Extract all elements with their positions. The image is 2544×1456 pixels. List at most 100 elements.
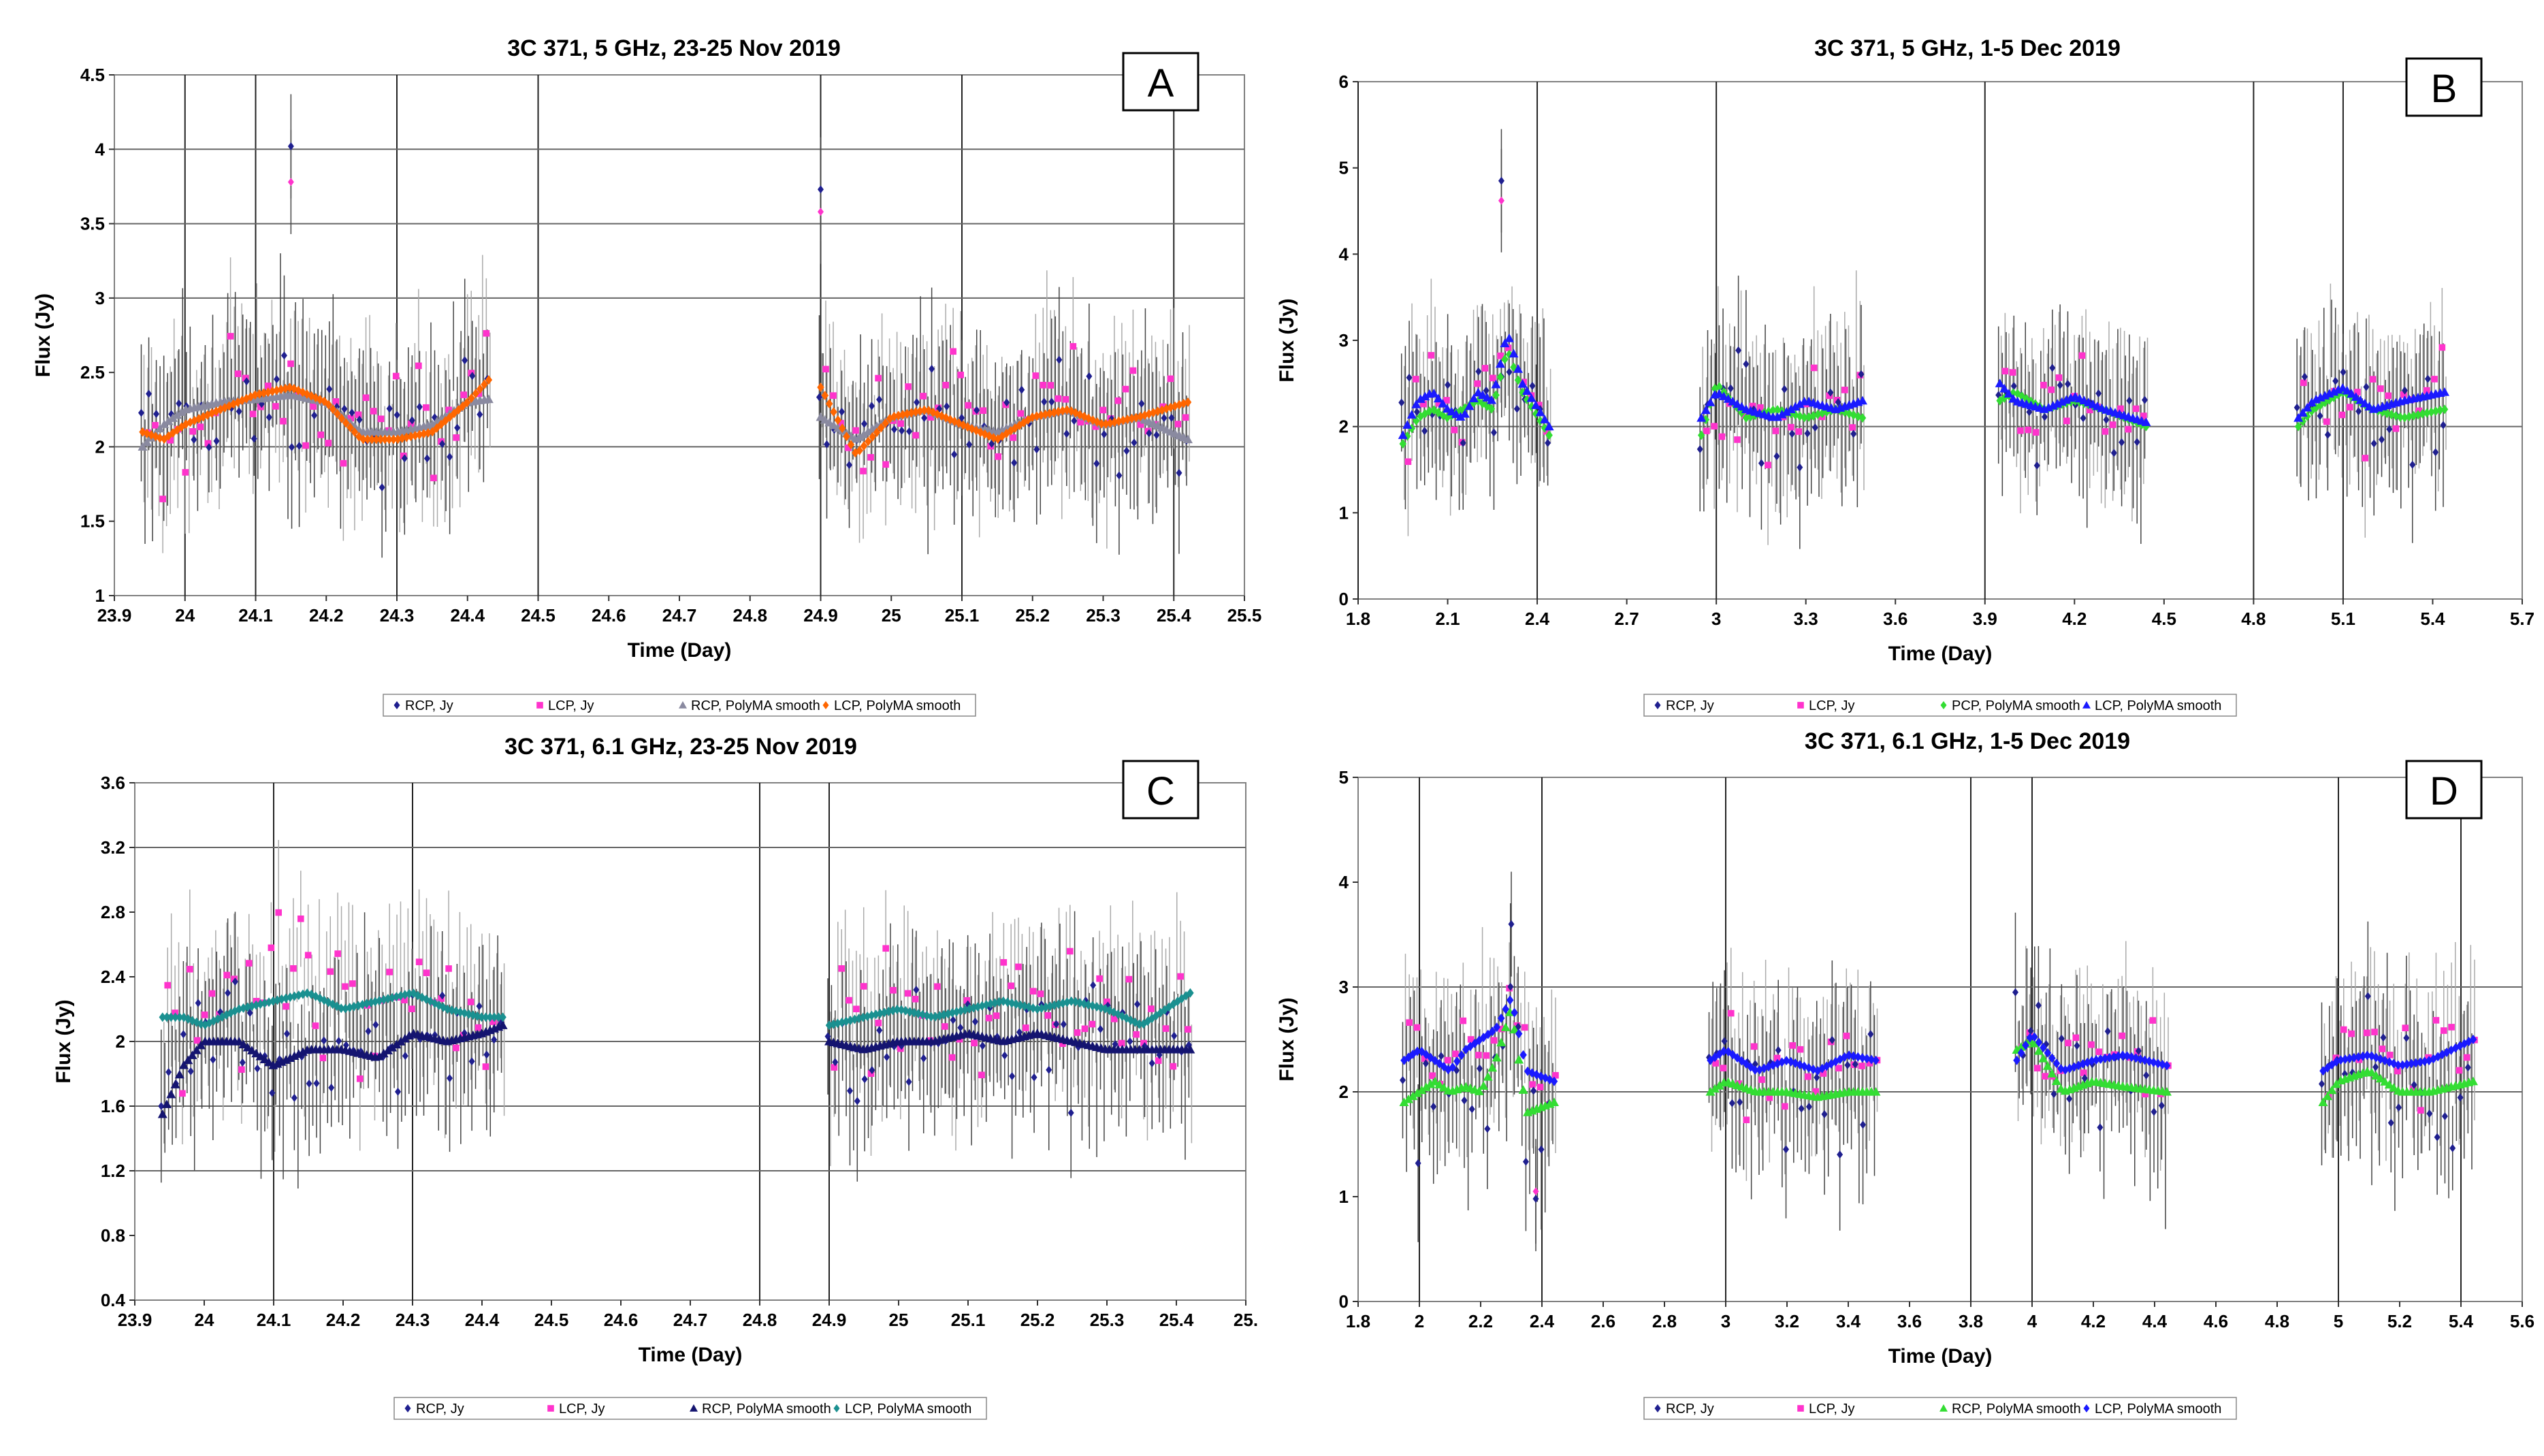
data-point bbox=[469, 372, 476, 381]
data-point bbox=[1765, 462, 1771, 468]
data-point bbox=[973, 406, 980, 415]
data-point bbox=[2049, 363, 2056, 372]
data-point bbox=[1155, 1057, 1162, 1064]
legend: RCP, Jy LCP, Jy RCP, PolyMA smooth LCP, Pol… bbox=[1643, 1397, 2237, 1420]
data-point bbox=[1123, 447, 1130, 455]
smooth-point bbox=[2398, 1060, 2406, 1070]
data-point bbox=[1483, 386, 1490, 395]
smooth-point bbox=[1511, 1007, 1518, 1018]
smooth-point bbox=[277, 385, 285, 395]
smooth-point bbox=[865, 436, 872, 447]
smooth-point bbox=[1517, 378, 1528, 388]
data-point bbox=[325, 440, 332, 447]
smooth-point bbox=[1399, 1097, 1409, 1106]
data-point bbox=[1428, 352, 1435, 359]
data-point bbox=[179, 1090, 186, 1097]
y-tick-label: 0 bbox=[1339, 1291, 1349, 1312]
data-point bbox=[386, 969, 393, 975]
data-point bbox=[1552, 1071, 1559, 1079]
smooth-point bbox=[1502, 1004, 1509, 1014]
data-point bbox=[2426, 1110, 2433, 1118]
smooth-point bbox=[2394, 1060, 2402, 1070]
data-point bbox=[1176, 468, 1182, 477]
smooth-point bbox=[2127, 1052, 2136, 1062]
smooth-point bbox=[2441, 404, 2449, 415]
smooth-point bbox=[2052, 1058, 2061, 1069]
x-tick-label: 4.6 bbox=[2204, 1311, 2228, 1331]
data-point bbox=[971, 1039, 978, 1047]
smooth-point bbox=[2040, 1042, 2047, 1052]
smooth-point bbox=[1449, 1062, 1457, 1072]
data-point bbox=[1017, 410, 1025, 417]
data-point bbox=[2050, 1090, 2057, 1099]
data-point bbox=[265, 383, 272, 389]
data-point bbox=[423, 454, 430, 463]
data-point bbox=[1844, 1061, 1851, 1069]
smooth-point bbox=[856, 445, 863, 455]
smooth-point bbox=[1500, 338, 1510, 348]
data-point bbox=[2119, 438, 2125, 447]
smooth-point bbox=[1421, 1082, 1431, 1091]
data-point bbox=[176, 399, 182, 408]
smooth-point bbox=[1509, 1024, 1519, 1034]
data-point bbox=[189, 428, 197, 435]
smooth-point bbox=[2375, 1073, 2385, 1083]
data-point bbox=[2348, 1030, 2355, 1037]
smooth-point bbox=[1532, 408, 1540, 419]
data-point bbox=[950, 1016, 956, 1024]
data-point bbox=[2340, 1026, 2347, 1033]
data-point bbox=[978, 1071, 985, 1079]
smooth-point bbox=[1506, 995, 1514, 1005]
smooth-point bbox=[2407, 1058, 2415, 1069]
smooth-point bbox=[2371, 1071, 2381, 1080]
smooth-point bbox=[1458, 1050, 1466, 1061]
data-point bbox=[408, 1005, 415, 1012]
data-point bbox=[1413, 1024, 1421, 1031]
smooth-point bbox=[2031, 1032, 2038, 1042]
data-point bbox=[1090, 981, 1097, 990]
smooth-point bbox=[2016, 1041, 2026, 1051]
smooth-point bbox=[383, 1046, 393, 1054]
data-point bbox=[195, 999, 202, 1007]
data-point bbox=[272, 403, 279, 410]
data-point bbox=[1852, 1060, 1858, 1069]
data-point bbox=[838, 965, 846, 972]
data-point bbox=[1063, 430, 1070, 438]
smooth-point bbox=[1871, 1087, 1881, 1096]
smooth-point bbox=[1786, 404, 1796, 413]
data-point bbox=[1737, 1098, 1743, 1107]
smooth-point bbox=[1705, 1087, 1716, 1096]
smooth-point bbox=[1399, 439, 1407, 449]
data-point bbox=[265, 413, 272, 422]
legend: RCP, Jy LCP, Jy RCP, PolyMA smooth LCP, Pol… bbox=[393, 1397, 987, 1420]
data-point bbox=[1044, 1012, 1052, 1019]
data-point bbox=[1858, 1063, 1865, 1069]
legend-entry: LCP, Jy bbox=[548, 698, 594, 713]
data-point bbox=[2409, 1085, 2417, 1093]
data-point bbox=[1804, 1073, 1812, 1080]
data-point bbox=[1477, 1064, 1483, 1073]
data-point bbox=[1146, 429, 1153, 438]
data-point bbox=[2463, 1054, 2470, 1061]
error-bars bbox=[161, 839, 1193, 1189]
data-point bbox=[860, 983, 867, 990]
data-point bbox=[208, 990, 216, 997]
smooth-point bbox=[485, 375, 493, 385]
data-point bbox=[839, 407, 846, 416]
smooth-point bbox=[1528, 402, 1535, 412]
data-point bbox=[845, 444, 852, 451]
smooth-point bbox=[478, 1012, 485, 1022]
data-point bbox=[1048, 398, 1055, 406]
smooth-point bbox=[415, 430, 423, 440]
data-point bbox=[816, 393, 822, 402]
data-point bbox=[2126, 396, 2133, 405]
data-point bbox=[2363, 383, 2370, 391]
data-point bbox=[1131, 438, 1138, 447]
data-point bbox=[1841, 387, 1848, 393]
data-point bbox=[1056, 355, 1063, 364]
smooth-point bbox=[191, 1046, 202, 1054]
data-point bbox=[993, 1012, 1000, 1020]
x-tick-label: 4.5 bbox=[2152, 609, 2176, 629]
smooth-point bbox=[398, 433, 406, 443]
data-point bbox=[1096, 975, 1103, 982]
